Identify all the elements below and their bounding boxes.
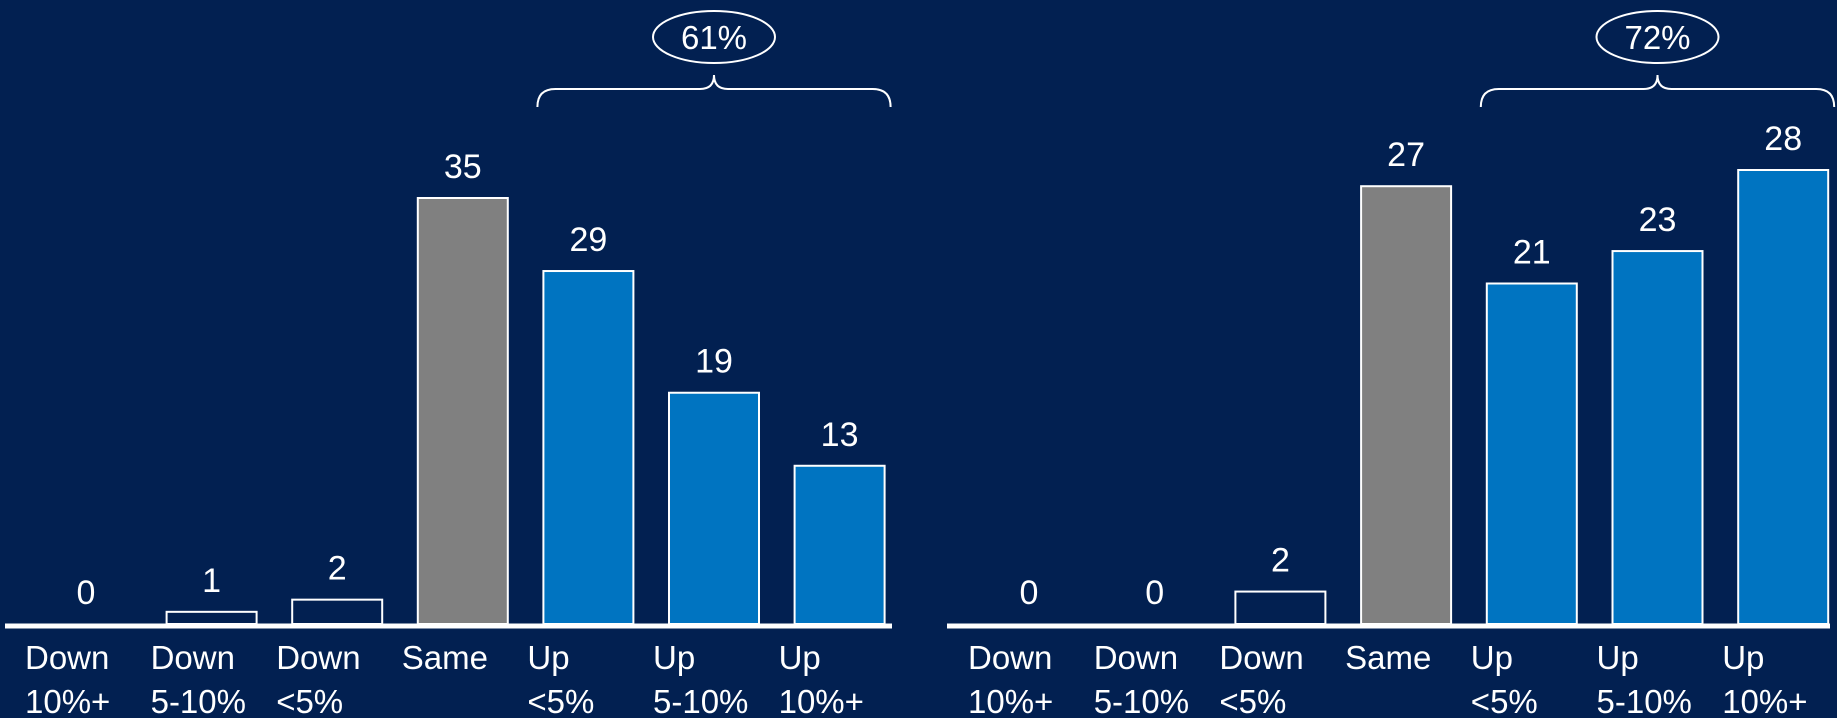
- tick-label-right-6-line2: 10%+: [1722, 683, 1807, 718]
- bar-left-2: [291, 598, 384, 626]
- tick-label-left-0-line2: 10%+: [25, 683, 110, 718]
- chart-left: 0 Down 10%+ 1 Down 5-10% 2 Down <5% 35 Same 29 Up <5%…: [5, 10, 892, 718]
- tick-label-left-1-line2: 5-10%: [151, 683, 246, 718]
- callout-label-left: 61%: [681, 19, 747, 56]
- tick-label-left-2-line2: <5%: [276, 683, 343, 718]
- tick-label-right-4-line1: Up: [1471, 639, 1513, 676]
- tick-label-right-1-line2: 5-10%: [1094, 683, 1189, 718]
- callout-label-right: 72%: [1624, 19, 1690, 56]
- tick-label-right-0-line2: 10%+: [968, 683, 1053, 718]
- data-label-right-2: 2: [1271, 542, 1290, 580]
- data-label-right-6: 28: [1764, 120, 1802, 158]
- data-label-left-0: 0: [77, 574, 96, 612]
- tick-label-left-5-line2: 5-10%: [653, 683, 748, 718]
- tick-label-right-6-line1: Up: [1722, 639, 1764, 676]
- tick-label-left-3-line1: Same: [402, 639, 488, 676]
- bar-right-5: [1611, 250, 1704, 625]
- bar-left-5: [668, 391, 760, 625]
- tick-label-right-5-line2: 5-10%: [1597, 683, 1692, 718]
- bar-right-4: [1485, 282, 1578, 625]
- tick-label-right-3-line1: Same: [1345, 639, 1431, 676]
- tick-label-left-5-line1: Up: [653, 639, 695, 676]
- callout-brace-left: [536, 74, 892, 108]
- tick-label-right-5-line1: Up: [1597, 639, 1639, 676]
- tick-label-left-4-line1: Up: [527, 639, 569, 676]
- tick-label-right-0-line1: Down: [968, 639, 1052, 676]
- data-label-left-2: 2: [328, 550, 347, 588]
- tick-label-left-2-line1: Down: [276, 639, 360, 676]
- data-label-left-4: 29: [569, 221, 607, 259]
- data-label-right-0: 0: [1020, 574, 1039, 612]
- bar-right-6: [1737, 169, 1830, 625]
- tick-label-left-6-line2: 10%+: [779, 683, 864, 718]
- callout-ellipse-left: [652, 10, 776, 64]
- data-label-right-1: 0: [1145, 574, 1164, 612]
- bar-right-2: [1234, 590, 1327, 625]
- chart-right: 0 Down 10%+ 0 Down 5-10% 2 Down <5% 27 Same 21 Up <5%…: [947, 10, 1836, 718]
- bar-left-6: [793, 464, 886, 625]
- tick-label-right-1-line1: Down: [1094, 639, 1178, 676]
- data-label-right-4: 21: [1513, 234, 1551, 272]
- data-label-left-1: 1: [202, 562, 221, 600]
- callout-brace-right: [1479, 74, 1836, 108]
- tick-label-right-4-line2: <5%: [1471, 683, 1538, 718]
- tick-label-left-6-line1: Up: [779, 639, 821, 676]
- bar-right-3: [1360, 185, 1453, 625]
- bar-left-3: [416, 197, 509, 625]
- bar-left-1: [165, 610, 258, 625]
- tick-label-right-2-line2: <5%: [1219, 683, 1286, 718]
- tick-label-left-1-line1: Down: [151, 639, 235, 676]
- callout-ellipse-right: [1595, 10, 1720, 64]
- bar-left-4: [542, 270, 635, 625]
- data-label-left-5: 19: [695, 343, 733, 381]
- data-label-right-5: 23: [1639, 201, 1677, 239]
- tick-label-left-0-line1: Down: [25, 639, 109, 676]
- data-label-left-6: 13: [821, 416, 859, 454]
- tick-label-right-2-line1: Down: [1219, 639, 1303, 676]
- data-label-left-3: 35: [444, 148, 482, 186]
- tick-label-left-4-line2: <5%: [527, 683, 594, 718]
- data-label-right-3: 27: [1387, 136, 1425, 174]
